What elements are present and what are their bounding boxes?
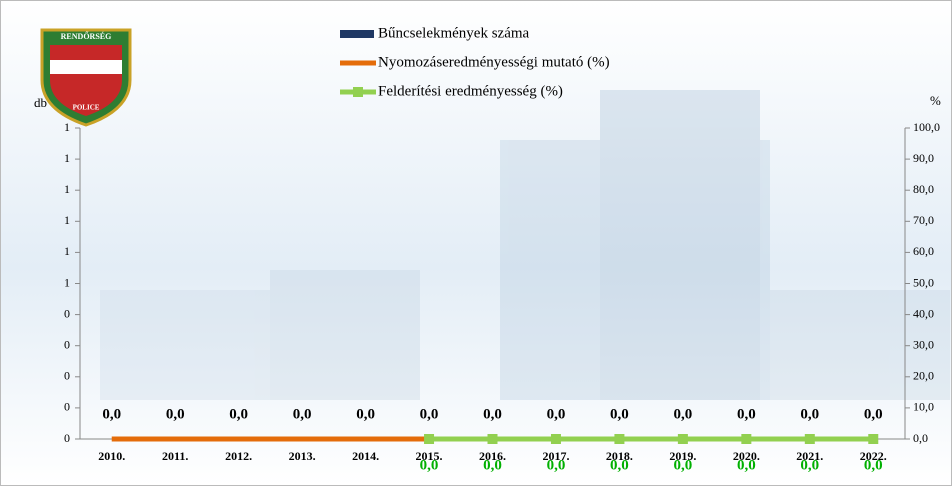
data-label: 0,0 [737,406,756,422]
data-label: 0,0 [610,406,629,422]
marker [550,434,561,444]
x-tick-label: 2019. [669,449,696,463]
y-tick-label: 1 [64,213,70,227]
y-tick-label: 1 [64,120,70,134]
y2-tick-label: 70,0 [913,213,934,227]
x-tick-label: 2021. [796,449,823,463]
legend-swatch [353,87,363,97]
data-label: 0,0 [800,457,819,473]
y-tick-label: 1 [64,275,70,289]
building-decor [100,90,950,400]
legend-label: Bűncselekmények száma [378,25,530,41]
x-tick-label: 2013. [289,449,316,463]
x-tick-label: 2014. [352,449,379,463]
y-tick-label: 0 [64,369,70,383]
marker [868,434,879,444]
legend-label: Felderítési eredményesség (%) [378,83,563,99]
y2-tick-label: 80,0 [913,182,934,196]
y2-tick-label: 40,0 [913,306,934,320]
y2-tick-label: 60,0 [913,244,934,258]
data-label: 0,0 [547,457,566,473]
data-label: 0,0 [800,406,819,422]
y-tick-label: 0 [64,431,70,445]
x-tick-label: 2018. [606,449,633,463]
data-label: 0,0 [547,406,566,422]
data-label: 0,0 [674,457,693,473]
x-tick-label: 2010. [98,449,125,463]
legend-label: Nyomozáseredményességi mutató (%) [378,54,610,70]
x-tick-label: 2012. [225,449,252,463]
data-label: 0,0 [102,406,121,422]
logo-text: RENDŐRSÉG [61,31,112,41]
data-label: 0,0 [610,457,629,473]
y-tick-label: 0 [64,337,70,351]
logo: RENDŐRSÉG POLICE [40,28,132,127]
marker [424,434,435,444]
data-label: 0,0 [483,457,502,473]
y2-tick-label: 90,0 [913,151,934,165]
data-label: 0,0 [737,457,756,473]
legend-swatch [340,30,374,38]
x-tick-label: 2017. [542,449,569,463]
y-tick-label: 1 [64,182,70,196]
data-label: 0,0 [420,406,439,422]
x-tick-label: 2015. [416,449,443,463]
data-label: 0,0 [293,406,312,422]
y-tick-label: 1 [64,244,70,258]
y2-tick-label: 30,0 [913,337,934,351]
y-tick-label: 0 [64,306,70,320]
data-label: 0,0 [229,406,248,422]
marker [741,434,752,444]
data-label: 0,0 [356,406,375,422]
marker [614,434,625,444]
marker [677,434,688,444]
marker [804,434,815,444]
x-tick-label: 2011. [162,449,188,463]
x-tick-label: 2016. [479,449,506,463]
data-label: 0,0 [166,406,185,422]
y-tick-label: 1 [64,151,70,165]
data-label: 0,0 [420,457,439,473]
logo-text: POLICE [73,104,100,112]
x-tick-label: 2020. [733,449,760,463]
y2-tick-label: 20,0 [913,369,934,383]
marker [487,434,498,444]
data-label: 0,0 [483,406,502,422]
data-label: 0,0 [674,406,693,422]
x-tick-label: 2022. [860,449,887,463]
data-label: 0,0 [864,457,883,473]
y2-axis-label: % [930,93,941,108]
y2-tick-label: 100,0 [913,120,940,134]
y-tick-label: 0 [64,400,70,414]
y2-tick-label: 0,0 [913,431,928,445]
y-axis-label: db [34,95,47,110]
y2-tick-label: 50,0 [913,275,934,289]
y2-tick-label: 10,0 [913,400,934,414]
data-label: 0,0 [864,406,883,422]
